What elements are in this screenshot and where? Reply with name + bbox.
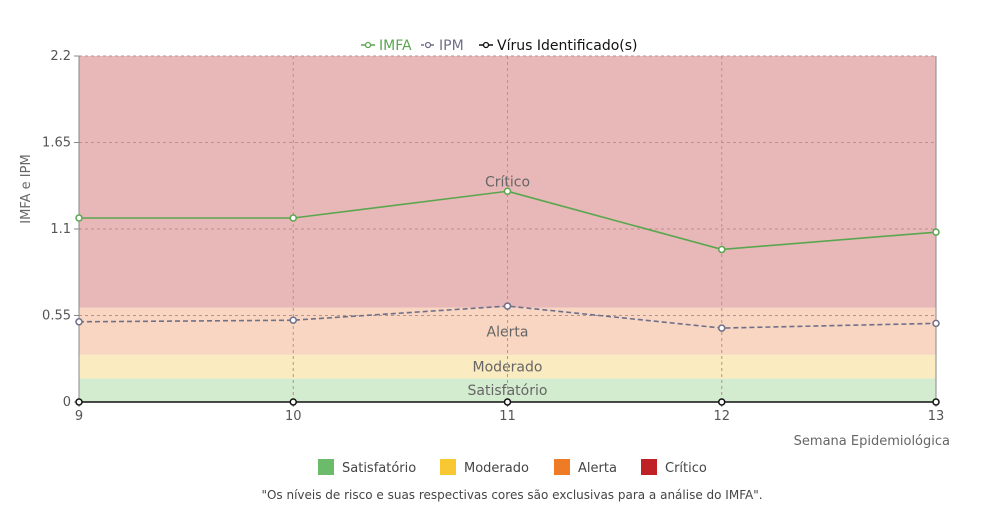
risk-legend-swatch-1 — [440, 459, 456, 475]
series — [75, 187, 940, 406]
series-2-point-1[interactable] — [289, 398, 297, 406]
zone-1 — [79, 354, 936, 379]
y-tick-label-3: 1.65 — [42, 136, 71, 151]
legend-item-0[interactable]: IMFA — [361, 38, 412, 54]
series-1-point-1[interactable] — [289, 316, 297, 324]
risk-legend-label-1: Moderado — [464, 461, 529, 476]
zone-label-0: Satisfatório — [468, 383, 548, 399]
series-0-point-4[interactable] — [932, 228, 940, 236]
series-2-point-3[interactable] — [718, 398, 726, 406]
risk-legend-label-2: Alerta — [578, 461, 617, 476]
series-1-point-4[interactable] — [932, 319, 940, 328]
risk-legend-swatch-3 — [641, 459, 657, 475]
series-0-point-0[interactable] — [75, 214, 83, 222]
x-tick-label-3: 12 — [713, 409, 730, 424]
legend-swatch-marker-1 — [424, 41, 432, 49]
legend-item-1[interactable]: IPM — [421, 38, 464, 54]
risk-legend-swatch-0 — [318, 459, 334, 475]
legend-swatch-marker-2 — [482, 41, 490, 49]
y-tick-label-1: 0.55 — [42, 309, 71, 324]
legend-label-0: IMFA — [379, 38, 412, 54]
legend-item-2[interactable]: Vírus Identificado(s) — [479, 38, 638, 54]
risk-legend-label-0: Satisfatório — [342, 461, 416, 476]
risk-legend-swatch-2 — [554, 459, 570, 475]
series-1-point-3[interactable] — [718, 324, 726, 332]
y-tick-label-2: 1.1 — [50, 222, 71, 237]
y-tick-label-0: 0 — [63, 395, 71, 410]
x-axis-label: Semana Epidemiológica — [794, 434, 950, 449]
risk-legend-label-3: Crítico — [665, 461, 707, 476]
y-tick-label-4: 2.2 — [50, 49, 71, 64]
series-1-point-2[interactable] — [503, 302, 512, 310]
series-2-point-0[interactable] — [75, 398, 83, 406]
zone-0 — [79, 378, 936, 402]
series-2-point-2[interactable] — [503, 398, 512, 406]
series-2-point-4[interactable] — [932, 398, 940, 406]
risk-legend-item-0[interactable]: Satisfatório — [318, 459, 416, 476]
series-0-point-1[interactable] — [289, 214, 297, 222]
risk-legend-item-3[interactable]: Crítico — [641, 459, 707, 476]
series-0-point-2[interactable] — [503, 187, 512, 196]
risk-legend-item-2[interactable]: Alerta — [554, 459, 617, 476]
series-1-point-0[interactable] — [75, 318, 83, 326]
x-tick-label-1: 10 — [285, 409, 302, 424]
series-legend: IMFA IPM Vírus Identificado(s) — [361, 38, 638, 54]
zone-3 — [79, 56, 936, 308]
footnote: "Os níveis de risco e suas respectivas c… — [261, 488, 762, 502]
legend-label-2: Vírus Identificado(s) — [497, 38, 638, 54]
y-axis-label: IMFA e IPM — [19, 154, 34, 223]
zone-label-1: Moderado — [473, 360, 543, 376]
risk-legend-item-1[interactable]: Moderado — [440, 459, 529, 476]
legend-label-1: IPM — [439, 38, 464, 54]
x-tick-label-2: 11 — [499, 409, 516, 424]
legend-swatch-marker-0 — [364, 41, 372, 49]
series-0-point-3[interactable] — [718, 245, 726, 254]
x-tick-label-4: 13 — [928, 409, 945, 424]
x-tick-label-0: 9 — [75, 409, 83, 424]
risk-legend: Satisfatório Moderado Alerta Crítico — [318, 459, 707, 476]
